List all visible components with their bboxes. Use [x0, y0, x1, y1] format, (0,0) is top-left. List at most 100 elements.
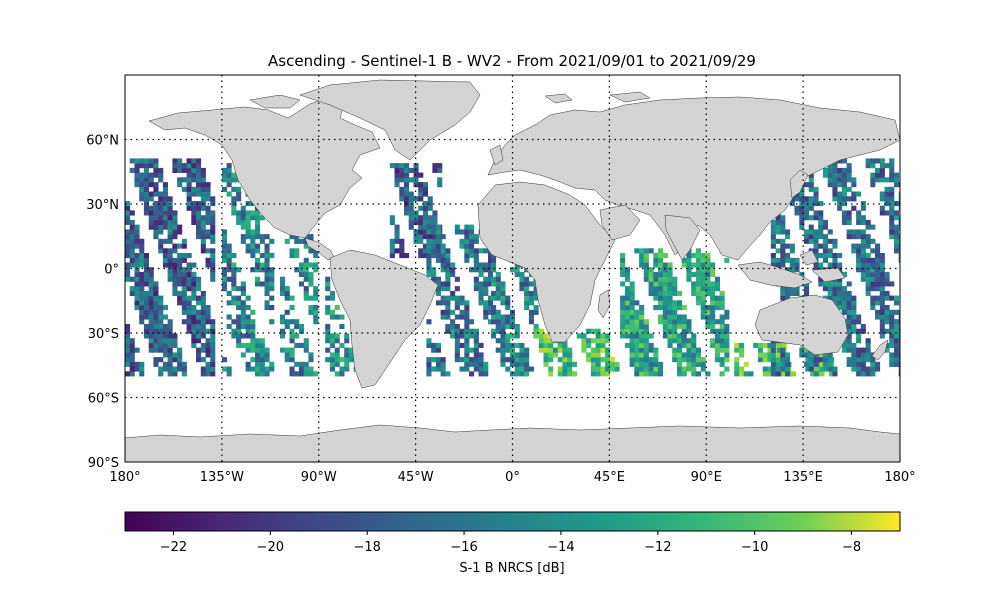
- nrcs-cell: [700, 276, 706, 282]
- nrcs-cell: [167, 361, 173, 367]
- nrcs-cell: [483, 361, 489, 367]
- nrcs-cell: [780, 224, 786, 230]
- nrcs-cell: [528, 281, 534, 287]
- nrcs-cell: [710, 324, 716, 330]
- nrcs-cell: [134, 238, 140, 244]
- nrcs-cell: [255, 248, 261, 254]
- nrcs-cell: [620, 328, 626, 334]
- nrcs-cell: [813, 243, 819, 249]
- nrcs-cell: [700, 305, 706, 311]
- nrcs-cell: [595, 333, 601, 339]
- nrcs-cell: [643, 257, 649, 263]
- nrcs-cell: [129, 361, 135, 367]
- nrcs-cell: [770, 224, 776, 230]
- nrcs-cell: [495, 319, 501, 325]
- nrcs-cell: [818, 243, 824, 249]
- nrcs-cell: [250, 267, 256, 273]
- nrcs-cell: [186, 267, 192, 273]
- nrcs-cell: [158, 177, 164, 183]
- nrcs-cell: [473, 352, 479, 358]
- nrcs-cell: [153, 319, 159, 325]
- nrcs-cell: [153, 328, 159, 334]
- nrcs-cell: [437, 177, 443, 183]
- nrcs-cell: [313, 305, 319, 311]
- nrcs-cell: [658, 271, 664, 277]
- nrcs-cell: [543, 347, 549, 353]
- nrcs-cell: [681, 314, 687, 320]
- nrcs-cell: [605, 347, 611, 353]
- nrcs-cell: [483, 366, 489, 372]
- nrcs-cell: [846, 172, 852, 178]
- nrcs-cell: [681, 328, 687, 334]
- nrcs-cell: [205, 305, 211, 311]
- nrcs-cell: [294, 267, 300, 273]
- nrcs-cell: [186, 172, 192, 178]
- nrcs-cell: [236, 338, 242, 344]
- nrcs-cell: [870, 224, 876, 230]
- nrcs-cell: [454, 342, 460, 348]
- nrcs-cell: [557, 357, 563, 363]
- nrcs-cell: [639, 324, 645, 330]
- nrcs-cell: [426, 371, 432, 377]
- lat-tick-label: 60°S: [88, 392, 119, 407]
- nrcs-cell: [818, 219, 824, 225]
- nrcs-cell: [162, 361, 168, 367]
- nrcs-cell: [691, 271, 697, 277]
- nrcs-cell: [255, 210, 261, 216]
- nrcs-cell: [837, 290, 843, 296]
- nrcs-cell: [870, 248, 876, 254]
- nrcs-cell: [634, 324, 640, 330]
- nrcs-cell: [894, 229, 900, 235]
- nrcs-cell: [837, 205, 843, 211]
- nrcs-cell: [770, 257, 776, 263]
- nrcs-cell: [418, 182, 424, 188]
- nrcs-cell: [804, 196, 810, 202]
- nrcs-cell: [250, 324, 256, 330]
- nrcs-cell: [454, 324, 460, 330]
- nrcs-cell: [177, 295, 183, 301]
- nrcs-cell: [770, 219, 776, 225]
- nrcs-cell: [524, 347, 530, 353]
- nrcs-cell: [264, 243, 270, 249]
- nrcs-cell: [643, 347, 649, 353]
- nrcs-cell: [231, 253, 237, 259]
- nrcs-cell: [186, 305, 192, 311]
- nrcs-cell: [298, 324, 304, 330]
- nrcs-cell: [177, 281, 183, 287]
- nrcs-cell: [172, 281, 178, 287]
- nrcs-cell: [884, 281, 890, 287]
- nrcs-cell: [856, 234, 862, 240]
- nrcs-cell: [639, 253, 645, 259]
- nrcs-cell: [298, 262, 304, 268]
- nrcs-cell: [210, 253, 216, 259]
- nrcs-cell: [860, 253, 866, 259]
- nrcs-cell: [870, 257, 876, 263]
- nrcs-cell: [158, 201, 164, 207]
- nrcs-cell: [672, 333, 678, 339]
- nrcs-cell: [264, 352, 270, 358]
- nrcs-cell: [172, 257, 178, 263]
- nrcs-cell: [473, 328, 479, 334]
- nrcs-cell: [719, 314, 725, 320]
- nrcs-cell: [898, 361, 900, 367]
- nrcs-cell: [856, 338, 862, 344]
- nrcs-cell: [167, 234, 173, 240]
- nrcs-cell: [710, 286, 716, 292]
- nrcs-cell: [808, 357, 814, 363]
- nrcs-cell: [609, 357, 615, 363]
- nrcs-cell: [799, 186, 805, 192]
- nrcs-cell: [308, 295, 314, 301]
- nrcs-cell: [495, 281, 501, 287]
- nrcs-cell: [240, 224, 246, 230]
- nrcs-cell: [210, 271, 216, 277]
- nrcs-cell: [870, 300, 876, 306]
- nrcs-cell: [143, 281, 149, 287]
- nrcs-cell: [672, 290, 678, 296]
- nrcs-cell: [870, 172, 876, 178]
- nrcs-cell: [389, 238, 395, 244]
- nrcs-cell: [231, 295, 237, 301]
- nrcs-cell: [186, 186, 192, 192]
- nrcs-cell: [724, 314, 730, 320]
- nrcs-cell: [804, 182, 810, 188]
- nrcs-cell: [695, 357, 701, 363]
